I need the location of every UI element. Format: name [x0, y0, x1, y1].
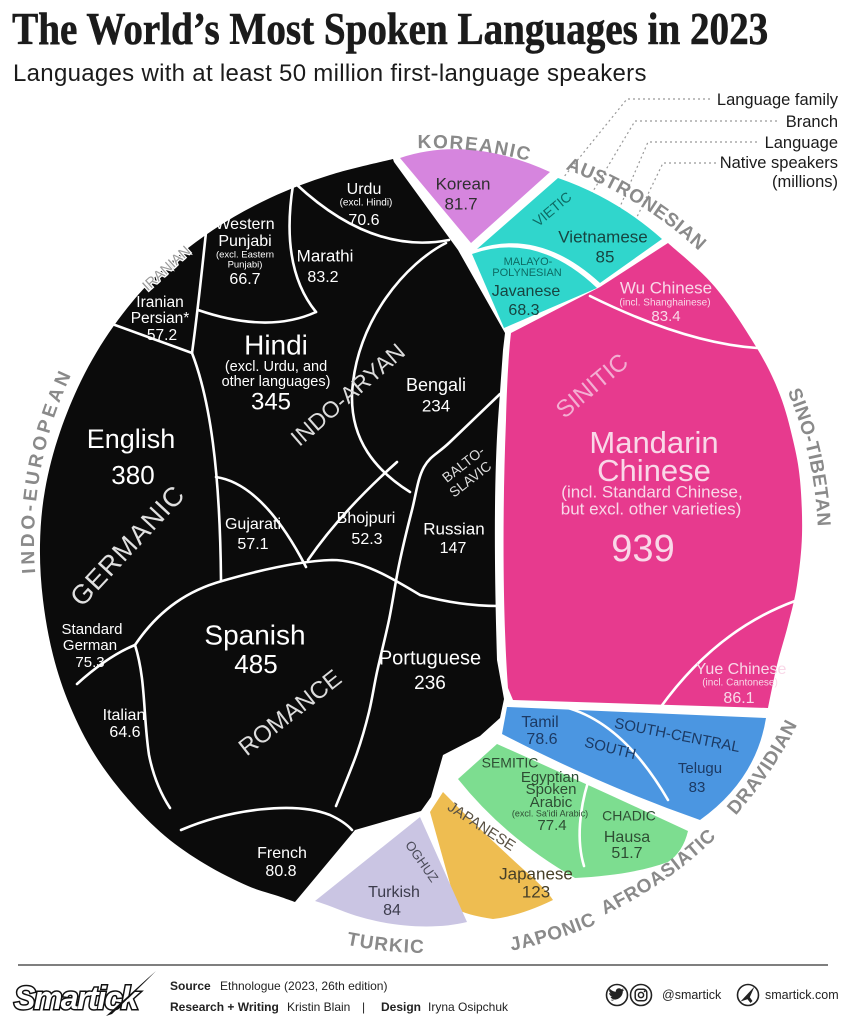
- svg-text:POLYNESIAN: POLYNESIAN: [492, 267, 562, 279]
- svg-text:Yue Chinese: Yue Chinese: [696, 661, 787, 678]
- svg-text:Native speakers: Native speakers: [720, 154, 838, 172]
- svg-text:68.3: 68.3: [508, 302, 539, 319]
- svg-text:380: 380: [111, 460, 154, 490]
- svg-text:Branch: Branch: [786, 113, 838, 131]
- svg-text:Iryna Osipchuk: Iryna Osipchuk: [428, 1000, 509, 1014]
- svg-text:66.7: 66.7: [229, 271, 260, 288]
- svg-text:Korean: Korean: [436, 174, 491, 193]
- svg-text:57.1: 57.1: [237, 536, 268, 553]
- svg-text:86.1: 86.1: [723, 690, 754, 707]
- svg-text:Spoken: Spoken: [526, 781, 577, 798]
- svg-text:57.2: 57.2: [147, 327, 177, 344]
- svg-text:Tamil: Tamil: [521, 714, 558, 731]
- svg-text:Punjabi: Punjabi: [218, 233, 271, 250]
- svg-text:Standard: Standard: [62, 621, 123, 638]
- svg-text:Wu Chinese: Wu Chinese: [620, 278, 712, 297]
- svg-text:70.6: 70.6: [348, 212, 379, 229]
- svg-text:78.6: 78.6: [526, 731, 557, 748]
- svg-text:smartick.com: smartick.com: [765, 988, 839, 1002]
- svg-text:SEMITIC: SEMITIC: [482, 755, 539, 771]
- svg-text:51.7: 51.7: [611, 845, 642, 862]
- svg-text:Iranian: Iranian: [136, 294, 183, 311]
- svg-text:147: 147: [440, 540, 467, 557]
- svg-text:@smartick: @smartick: [662, 988, 722, 1002]
- svg-text:Japanese: Japanese: [499, 864, 573, 883]
- svg-text:64.6: 64.6: [109, 724, 140, 741]
- svg-text:Hindi: Hindi: [244, 329, 308, 360]
- svg-text:85: 85: [596, 247, 615, 266]
- svg-text:Russian: Russian: [423, 519, 484, 538]
- svg-text:52.3: 52.3: [351, 531, 382, 548]
- svg-text:German: German: [63, 637, 117, 654]
- svg-text:234: 234: [422, 396, 450, 415]
- svg-text:(excl. Hindi): (excl. Hindi): [340, 198, 393, 209]
- svg-text:Bengali: Bengali: [406, 375, 466, 395]
- svg-text:Javanese: Javanese: [492, 283, 561, 300]
- svg-text:(incl. Cantonese): (incl. Cantonese): [702, 678, 778, 689]
- svg-text:80.8: 80.8: [265, 863, 296, 880]
- svg-text:83.2: 83.2: [307, 269, 338, 286]
- svg-text:(incl. Shanghainese): (incl. Shanghainese): [619, 298, 710, 309]
- svg-text:485: 485: [234, 649, 277, 679]
- svg-text:81.7: 81.7: [444, 194, 477, 213]
- svg-text:Source: Source: [170, 979, 211, 993]
- svg-text:Spanish: Spanish: [204, 619, 305, 650]
- svg-text:84: 84: [383, 902, 401, 919]
- svg-text:other languages): other languages): [222, 374, 331, 390]
- svg-text:Kristin Blain: Kristin Blain: [287, 1000, 350, 1014]
- svg-text:Smartick: Smartick: [14, 980, 141, 1016]
- svg-text:(excl. Sa'idi Arabic): (excl. Sa'idi Arabic): [512, 808, 588, 818]
- svg-text:Italian: Italian: [103, 707, 146, 724]
- svg-text:(millions): (millions): [772, 173, 838, 191]
- svg-text:Languages with at least 50 mil: Languages with at least 50 million first…: [13, 60, 647, 87]
- svg-text:75.3: 75.3: [75, 654, 104, 671]
- svg-text:but excl. other varieties): but excl. other varieties): [561, 499, 741, 518]
- svg-text:Telugu: Telugu: [678, 760, 722, 777]
- svg-text:Egyptian: Egyptian: [521, 769, 579, 786]
- svg-text:(incl. Standard Chinese,: (incl. Standard Chinese,: [561, 482, 742, 501]
- svg-text:Punjabi): Punjabi): [228, 260, 263, 271]
- svg-text:Bhojpuri: Bhojpuri: [337, 510, 396, 527]
- svg-text:Gujarati: Gujarati: [225, 516, 281, 533]
- svg-text:Portuguese: Portuguese: [379, 647, 481, 669]
- svg-text:83.4: 83.4: [651, 308, 680, 325]
- svg-text:Marathi: Marathi: [297, 246, 354, 265]
- svg-text:English: English: [87, 424, 176, 454]
- svg-text:Design: Design: [381, 1000, 421, 1014]
- svg-text:Arabic: Arabic: [530, 794, 573, 811]
- svg-text:236: 236: [414, 673, 446, 694]
- svg-text:Language: Language: [765, 134, 838, 152]
- svg-text:|: |: [362, 1000, 365, 1014]
- svg-text:123: 123: [522, 882, 550, 901]
- svg-text:Language family: Language family: [717, 91, 839, 109]
- svg-text:83: 83: [689, 779, 706, 796]
- svg-text:Western: Western: [215, 216, 274, 233]
- svg-text:(excl. Eastern: (excl. Eastern: [216, 250, 274, 261]
- svg-text:345: 345: [251, 388, 291, 415]
- svg-text:MALAYO-: MALAYO-: [504, 256, 553, 268]
- svg-text:Persian*: Persian*: [131, 310, 190, 327]
- svg-text:Urdu: Urdu: [347, 181, 382, 198]
- svg-text:Hausa: Hausa: [604, 829, 650, 846]
- svg-text:The World’s Most Spoken Langua: The World’s Most Spoken Languages in 202…: [12, 5, 768, 55]
- svg-text:CHADIC: CHADIC: [602, 808, 656, 824]
- svg-text:(excl. Urdu, and: (excl. Urdu, and: [225, 359, 327, 375]
- svg-text:Research + Writing: Research + Writing: [170, 1000, 279, 1014]
- svg-text:Turkish: Turkish: [368, 884, 420, 901]
- svg-text:Ethnologue (2023, 26th edition: Ethnologue (2023, 26th edition): [220, 979, 387, 993]
- svg-text:Chinese: Chinese: [597, 453, 711, 488]
- svg-text:Vietnamese: Vietnamese: [558, 227, 647, 246]
- svg-text:French: French: [257, 845, 307, 862]
- svg-text:Mandarin: Mandarin: [589, 425, 718, 460]
- svg-text:939: 939: [611, 528, 674, 570]
- svg-text:77.4: 77.4: [537, 817, 566, 834]
